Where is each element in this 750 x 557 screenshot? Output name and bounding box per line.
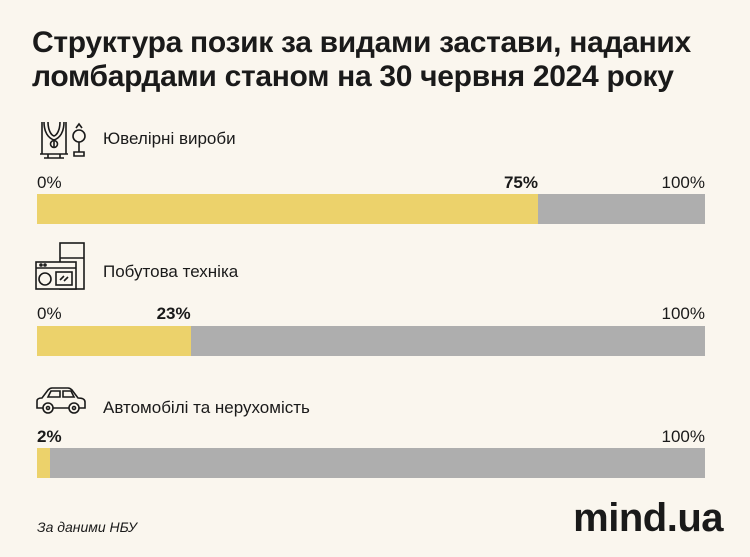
value-label: 2% bbox=[37, 427, 62, 446]
bar-track bbox=[37, 448, 705, 478]
bar-fill bbox=[37, 326, 191, 356]
bar-track bbox=[37, 194, 705, 224]
tick-label-end: 100% bbox=[661, 173, 705, 192]
page-title: Структура позик за видами застави, надан… bbox=[32, 26, 691, 93]
category-label: Автомобілі та нерухомість bbox=[103, 398, 310, 417]
jewelry-icon bbox=[40, 121, 86, 159]
tick-label-end: 100% bbox=[661, 427, 705, 446]
brand-logo: mind.ua bbox=[573, 496, 723, 540]
tick-label-start: 0% bbox=[37, 304, 62, 323]
value-label: 75% bbox=[503, 173, 538, 192]
bar-fill bbox=[37, 194, 538, 224]
appliances-icon bbox=[35, 242, 85, 290]
car-icon bbox=[36, 387, 86, 414]
category-label: Побутова техніка bbox=[103, 262, 239, 281]
category-label: Ювелірні вироби bbox=[103, 129, 236, 148]
source-note: За даними НБУ bbox=[37, 519, 137, 535]
tick-label-start: 0% bbox=[37, 173, 62, 192]
bar-fill bbox=[37, 448, 51, 478]
value-label: 23% bbox=[156, 304, 191, 323]
bar-track bbox=[37, 326, 705, 356]
tick-label-end: 100% bbox=[661, 304, 705, 323]
